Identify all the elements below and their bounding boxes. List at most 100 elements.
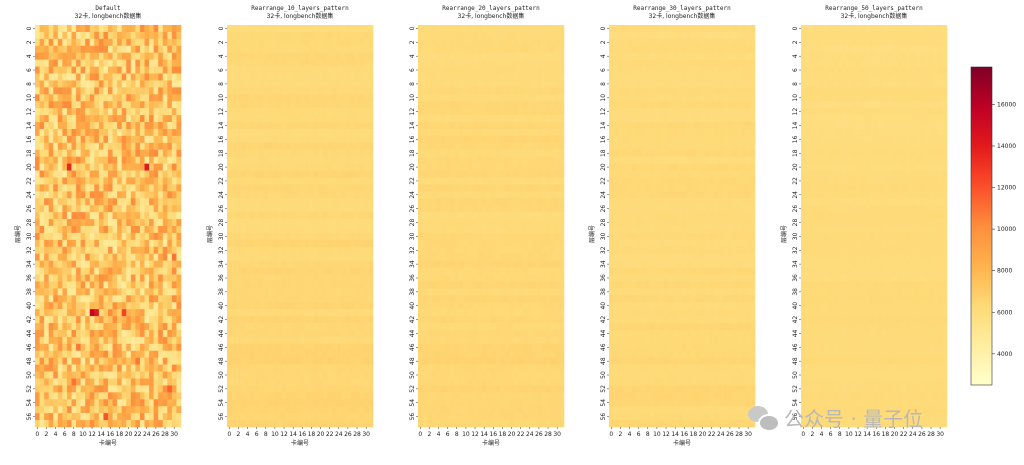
x-tick-label: 12 bbox=[88, 431, 96, 438]
y-tick-label: 2 bbox=[600, 40, 607, 44]
panel-subtitle: 32卡, longbench数据集 bbox=[649, 12, 716, 20]
y-tick-label: 16 bbox=[792, 135, 799, 143]
x-tick-label: 18 bbox=[882, 431, 890, 438]
x-tick-label: 8 bbox=[264, 431, 268, 438]
y-tick-label: 16 bbox=[600, 135, 607, 143]
x-tick-label: 20 bbox=[125, 431, 133, 438]
y-tick-label: 24 bbox=[409, 191, 416, 199]
y-tick-label: 22 bbox=[600, 177, 607, 185]
y-tick-label: 48 bbox=[218, 357, 225, 365]
y-tick-label: 18 bbox=[218, 149, 225, 157]
x-tick-label: 2 bbox=[618, 431, 622, 438]
x-tick-label: 26 bbox=[152, 431, 160, 438]
x-tick-label: 0 bbox=[35, 431, 39, 438]
x-tick-label: 10 bbox=[79, 431, 87, 438]
y-tick-label: 56 bbox=[218, 413, 225, 421]
y-tick-label: 8 bbox=[218, 82, 225, 86]
y-tick-label: 10 bbox=[600, 94, 607, 102]
panel-subtitle: 32卡, longbench数据集 bbox=[841, 12, 908, 20]
y-tick-label: 0 bbox=[26, 26, 33, 30]
y-tick-label: 10 bbox=[409, 94, 416, 102]
y-tick-label: 42 bbox=[409, 316, 416, 324]
y-tick-label: 10 bbox=[218, 94, 225, 102]
x-tick-label: 12 bbox=[854, 431, 862, 438]
y-tick-label: 26 bbox=[600, 205, 607, 213]
y-tick-label: 16 bbox=[409, 135, 416, 143]
y-tick-label: 12 bbox=[600, 108, 607, 116]
y-tick-label: 4 bbox=[600, 54, 607, 58]
x-tick-label: 8 bbox=[72, 431, 76, 438]
x-tick-label: 12 bbox=[280, 431, 288, 438]
y-tick-label: 32 bbox=[26, 246, 33, 254]
y-tick-label: 8 bbox=[792, 82, 799, 86]
watermark: 公众号 · 量子位 bbox=[748, 402, 923, 432]
y-tick-label: 40 bbox=[218, 302, 225, 310]
y-tick-label: 0 bbox=[409, 26, 416, 30]
x-tick-label: 4 bbox=[628, 431, 632, 438]
x-tick-label: 28 bbox=[544, 431, 552, 438]
y-tick-label: 18 bbox=[26, 149, 33, 157]
x-tick-label: 6 bbox=[255, 431, 259, 438]
x-tick-label: 26 bbox=[344, 431, 352, 438]
y-tick-label: 52 bbox=[218, 385, 225, 393]
y-tick-label: 40 bbox=[600, 302, 607, 310]
y-tick-label: 36 bbox=[409, 274, 416, 282]
y-tick-label: 28 bbox=[600, 219, 607, 227]
x-tick-label: 14 bbox=[97, 431, 105, 438]
x-tick-label: 20 bbox=[891, 431, 899, 438]
y-tick-label: 30 bbox=[600, 232, 607, 240]
y-tick-label: 2 bbox=[792, 40, 799, 44]
x-axis-label: 卡编号 bbox=[673, 439, 691, 447]
panel-title: Rearrange_20_layers_pattern bbox=[442, 5, 540, 12]
y-tick-label: 52 bbox=[792, 385, 799, 393]
y-tick-label: 56 bbox=[409, 413, 416, 421]
y-tick-label: 30 bbox=[409, 232, 416, 240]
y-tick-label: 24 bbox=[26, 191, 33, 199]
x-tick-label: 2 bbox=[44, 431, 48, 438]
y-tick-label: 36 bbox=[26, 274, 33, 282]
y-tick-label: 46 bbox=[792, 343, 799, 351]
y-tick-label: 26 bbox=[26, 205, 33, 213]
x-tick-label: 28 bbox=[353, 431, 361, 438]
y-tick-label: 54 bbox=[409, 399, 416, 407]
colorbar-tick-label: 4000 bbox=[997, 351, 1012, 358]
x-tick-label: 14 bbox=[480, 431, 488, 438]
x-tick-label: 28 bbox=[735, 431, 743, 438]
y-tick-label: 6 bbox=[218, 68, 225, 72]
y-tick-label: 14 bbox=[600, 122, 607, 130]
y-tick-label: 24 bbox=[792, 191, 799, 199]
y-tick-label: 28 bbox=[792, 219, 799, 227]
y-tick-label: 34 bbox=[218, 260, 225, 268]
x-tick-label: 18 bbox=[499, 431, 507, 438]
y-tick-label: 20 bbox=[600, 163, 607, 171]
y-tick-label: 12 bbox=[409, 108, 416, 116]
y-tick-label: 34 bbox=[792, 260, 799, 268]
x-tick-label: 28 bbox=[927, 431, 935, 438]
panel-title: Rearrange_30_layers_pattern bbox=[633, 5, 731, 12]
x-tick-label: 0 bbox=[609, 431, 613, 438]
y-tick-label: 50 bbox=[600, 371, 607, 379]
y-tick-label: 28 bbox=[218, 219, 225, 227]
x-tick-label: 24 bbox=[717, 431, 725, 438]
x-tick-label: 20 bbox=[508, 431, 516, 438]
y-tick-label: 52 bbox=[26, 385, 33, 393]
y-tick-label: 44 bbox=[26, 329, 33, 337]
y-tick-label: 38 bbox=[600, 288, 607, 296]
x-tick-label: 0 bbox=[801, 431, 805, 438]
y-tick-label: 44 bbox=[600, 329, 607, 337]
x-tick-label: 16 bbox=[489, 431, 497, 438]
y-tick-label: 54 bbox=[26, 399, 33, 407]
x-tick-label: 18 bbox=[116, 431, 124, 438]
y-tick-label: 50 bbox=[792, 371, 799, 379]
x-tick-label: 22 bbox=[517, 431, 525, 438]
y-tick-label: 46 bbox=[26, 343, 33, 351]
y-tick-label: 22 bbox=[409, 177, 416, 185]
x-tick-label: 4 bbox=[246, 431, 250, 438]
x-tick-label: 8 bbox=[838, 431, 842, 438]
x-tick-label: 12 bbox=[471, 431, 479, 438]
y-tick-label: 4 bbox=[409, 54, 416, 58]
x-tick-label: 0 bbox=[227, 431, 231, 438]
